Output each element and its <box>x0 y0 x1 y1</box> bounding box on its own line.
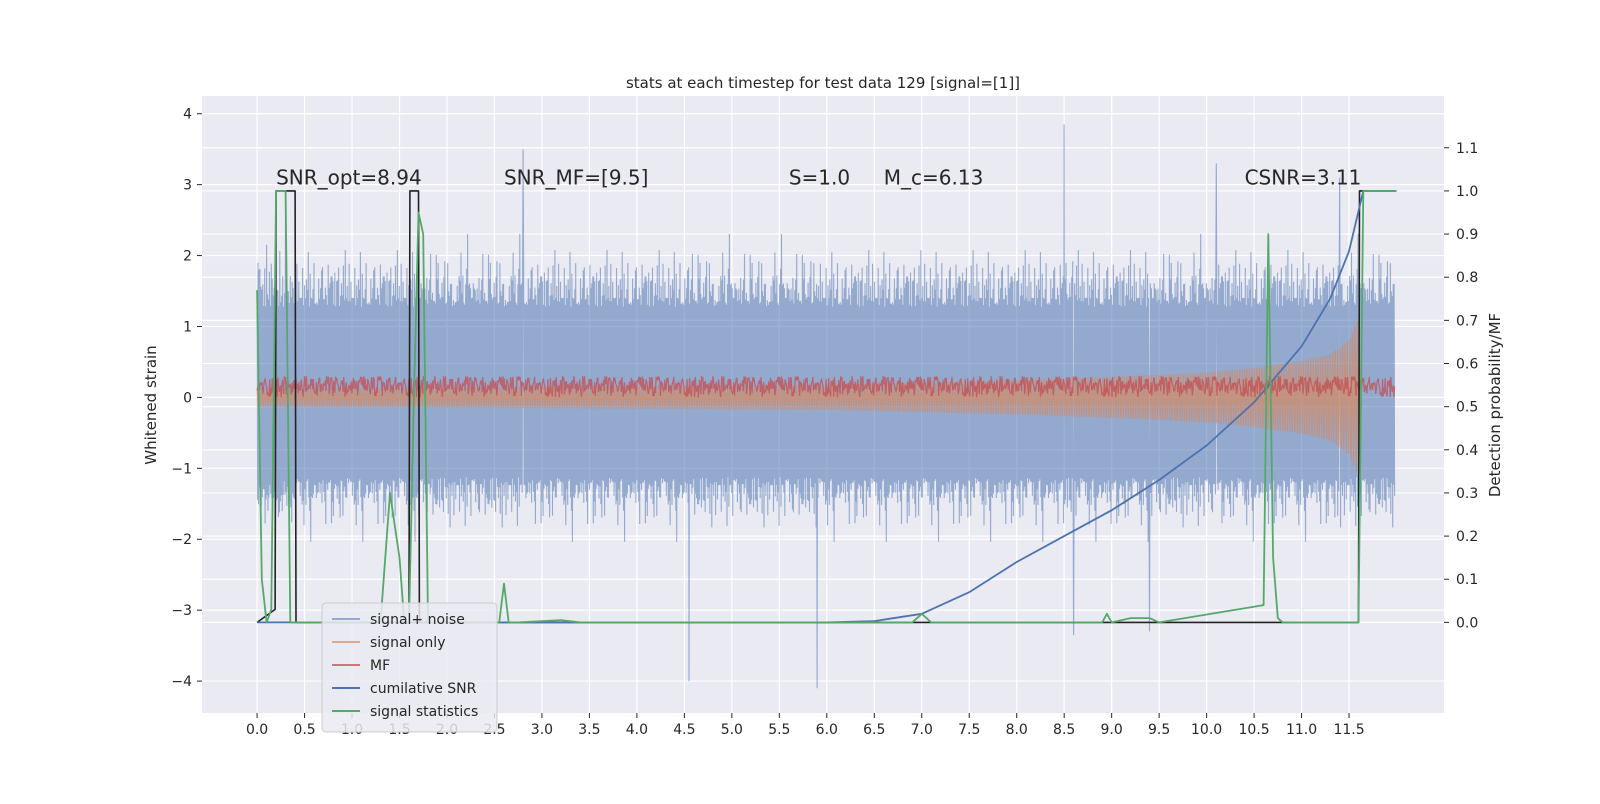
series-signal-statistics <box>256 190 1397 624</box>
annotations: SNR_opt=8.94 SNR_MF=[9.5] S=1.0 M_c=6.13 CSN… <box>276 166 1361 190</box>
x-tick-label: 0.0 <box>246 722 268 738</box>
legend-label: signal only <box>370 635 445 651</box>
legend-label: MF <box>370 658 390 674</box>
y-tick-label: −4 <box>171 674 192 690</box>
x-tick-label: 9.0 <box>1101 722 1123 738</box>
x-tick-label: 7.5 <box>958 722 980 738</box>
x-tick-label: 3.5 <box>578 722 600 738</box>
y2-tick-label: 1.0 <box>1456 184 1478 200</box>
legend-label: cumilative SNR <box>370 681 477 697</box>
annotation-text: S=1.0 <box>789 166 850 190</box>
y2-tick-label: 1.1 <box>1456 141 1478 157</box>
x-tick-label: 6.5 <box>863 722 885 738</box>
series-signal-only <box>256 320 1360 477</box>
x-tick-label: 10.5 <box>1239 722 1270 738</box>
x-tick-label: 8.5 <box>1053 722 1075 738</box>
y2-tick-label: 0.9 <box>1456 227 1478 243</box>
y-tick-label: 3 <box>183 178 192 194</box>
x-tick-label: 8.0 <box>1006 722 1028 738</box>
y-tick-label: −2 <box>171 532 192 548</box>
y-tick-label: −3 <box>171 603 192 619</box>
legend-box <box>321 602 498 733</box>
x-tick-label: 0.5 <box>293 722 315 738</box>
y2-axis-label: Detection probability/MF <box>1486 313 1504 497</box>
annotation-text: SNR_MF=[9.5] <box>504 166 648 190</box>
x-tick-label: 4.5 <box>673 722 695 738</box>
y-tick-label: 2 <box>183 249 192 265</box>
y2-tick-label: 0.0 <box>1456 615 1478 631</box>
x-tick-label: 4.0 <box>626 722 648 738</box>
y-tick-label: 4 <box>183 107 192 123</box>
y-tick-label: 0 <box>183 390 192 406</box>
y2-tick-label: 0.8 <box>1456 270 1478 286</box>
y-axis-label: Whitened strain <box>142 345 160 464</box>
series-mf <box>256 376 1396 398</box>
series-layer <box>256 124 1397 689</box>
x-tick-label: 9.5 <box>1148 722 1170 738</box>
x-tick-label: 11.0 <box>1286 722 1317 738</box>
y-tick-label: −1 <box>171 461 192 477</box>
x-tick-label: 6.0 <box>816 722 838 738</box>
annotation-text: M_c=6.13 <box>884 166 984 190</box>
y2-tick-label: 0.7 <box>1456 313 1478 329</box>
y2-tick-label: 0.4 <box>1456 443 1478 459</box>
legend-label: signal+ noise <box>370 612 465 628</box>
x-tick-label: 10.0 <box>1191 722 1222 738</box>
axes: 0.00.51.01.52.02.53.03.54.04.55.05.56.06… <box>171 107 1478 738</box>
x-tick-label: 11.5 <box>1333 722 1364 738</box>
chart-title: stats at each timestep for test data 129… <box>626 74 1020 92</box>
legend-label: signal statistics <box>370 704 478 720</box>
x-tick-label: 5.0 <box>721 722 743 738</box>
y2-tick-label: 0.2 <box>1456 529 1478 545</box>
annotation-text: CSNR=3.11 <box>1245 166 1362 190</box>
y2-tick-label: 0.3 <box>1456 486 1478 502</box>
legend: signal+ noise signal only MF cumilative SNR… <box>321 602 498 733</box>
x-tick-label: 3.0 <box>531 722 553 738</box>
annotation-text: SNR_opt=8.94 <box>276 166 422 190</box>
y-tick-label: 1 <box>183 319 192 335</box>
x-tick-label: 5.5 <box>768 722 790 738</box>
y2-tick-label: 0.6 <box>1456 357 1478 373</box>
series-cumilative-snr <box>257 190 1365 624</box>
x-tick-label: 7.0 <box>911 722 933 738</box>
y2-tick-label: 0.1 <box>1456 572 1478 588</box>
y2-tick-label: 0.5 <box>1456 400 1478 416</box>
